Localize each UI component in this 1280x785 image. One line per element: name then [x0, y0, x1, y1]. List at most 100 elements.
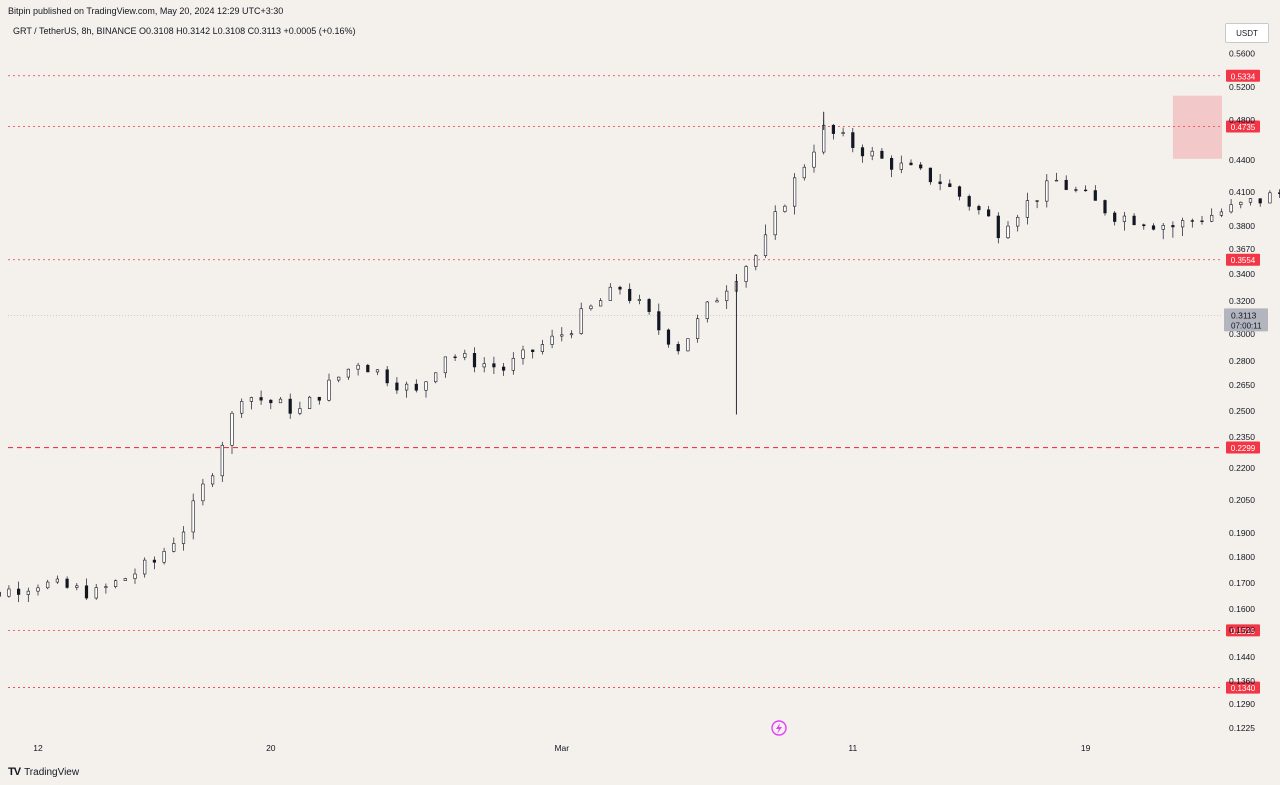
level-badge-label: 0.2299 — [1231, 444, 1256, 453]
candle-body — [540, 344, 544, 352]
candle-body — [851, 132, 855, 148]
price-tick-label: 0.4400 — [1229, 155, 1255, 165]
candle-body — [938, 181, 942, 185]
resistance-zone — [1172, 95, 1222, 159]
candle-body — [249, 397, 254, 402]
levels-layer — [8, 75, 1222, 688]
candle-body — [841, 132, 845, 134]
candle-body — [181, 531, 186, 544]
tradingview-logo-icon: TV — [8, 766, 21, 778]
price-tick-label: 0.1700 — [1229, 578, 1255, 588]
candle-body — [269, 399, 273, 404]
candle-body — [1161, 225, 1165, 230]
candle-body — [1074, 189, 1078, 191]
candle-body — [84, 585, 89, 599]
candle-body — [46, 581, 50, 589]
candle-body — [1006, 225, 1010, 239]
candle-body — [472, 353, 477, 368]
candle-body — [65, 578, 69, 588]
level-badge-label: 0.1519 — [1231, 627, 1256, 636]
candle-body — [1190, 220, 1194, 222]
candle-body — [831, 124, 835, 134]
candle-body — [385, 369, 389, 384]
candle-body — [1016, 217, 1020, 227]
candle-body — [1035, 200, 1039, 202]
time-tick-label: 19 — [1081, 743, 1091, 753]
price-tick-label: 0.1520 — [1229, 625, 1255, 635]
candle-body — [550, 335, 554, 345]
price-tick-label: 0.3000 — [1229, 329, 1255, 339]
price-tick-label: 0.4100 — [1229, 187, 1255, 197]
candle-body — [104, 586, 108, 588]
candle-body — [26, 590, 30, 595]
candle-body — [482, 363, 486, 368]
candle-body — [715, 300, 719, 303]
candle-body — [919, 164, 923, 169]
candle-body — [1103, 200, 1107, 214]
candle-body — [579, 308, 583, 334]
candle-body — [230, 412, 234, 446]
candle-body — [327, 379, 331, 401]
candle-body — [162, 551, 166, 563]
candle-body — [666, 329, 671, 345]
time-axis: 1220Mar1119Apr1523May1321Jun1018Jul15 — [33, 743, 1091, 753]
price-tick-label: 0.1800 — [1229, 552, 1255, 562]
candle-body — [1181, 220, 1185, 228]
candle-body — [695, 318, 700, 339]
candle-body — [7, 588, 11, 597]
level-badge — [1226, 624, 1260, 637]
candle-body — [676, 344, 680, 352]
candle-body — [773, 211, 777, 236]
candle-body — [1229, 204, 1233, 213]
candle-body — [259, 397, 263, 401]
candle-body — [889, 158, 894, 170]
level-badge — [1226, 69, 1260, 82]
candle-body — [133, 573, 137, 579]
time-tick-label: Mar — [554, 743, 569, 753]
currency-unit-button[interactable]: USDT — [1225, 23, 1269, 43]
candle-body — [337, 376, 341, 381]
candle-body — [463, 353, 467, 358]
price-tick-label: 0.5200 — [1229, 82, 1255, 92]
candle-body — [414, 383, 418, 391]
candle-body — [1054, 179, 1059, 182]
candle-body — [278, 398, 283, 404]
lightning-icon[interactable] — [771, 720, 787, 736]
candle-body — [0, 591, 1, 597]
candle-body — [647, 299, 651, 312]
candle-body — [754, 255, 758, 267]
candle-body — [909, 162, 913, 166]
candle-body — [453, 356, 457, 358]
candle-body — [434, 372, 438, 383]
candle-body — [657, 311, 661, 331]
candle-body — [870, 150, 874, 157]
candle-body — [356, 364, 360, 370]
price-tick-label: 0.3200 — [1229, 296, 1255, 306]
candle-body — [928, 167, 932, 183]
time-tick-label: 20 — [266, 743, 276, 753]
candle-body — [996, 215, 1000, 239]
price-tick-label: 0.2200 — [1229, 463, 1255, 473]
candle-body — [531, 349, 535, 352]
price-tick-label: 0.1440 — [1229, 652, 1255, 662]
price-tick-label: 0.1225 — [1229, 723, 1255, 733]
candle-body — [492, 363, 496, 368]
candle-body — [1171, 225, 1175, 228]
current-price-label: 0.3113 — [1231, 310, 1257, 320]
candle-body — [589, 305, 593, 310]
symbol-ohlc-line: GRT / TetherUS, 8h, BINANCE O0.3108 H0.3… — [13, 26, 356, 36]
candle-body — [75, 585, 79, 588]
current-price-badge — [1224, 308, 1268, 332]
price-tick-label: 0.2500 — [1229, 406, 1255, 416]
candle-body — [211, 475, 215, 485]
candle-body — [1025, 200, 1029, 218]
candle-body — [792, 177, 797, 207]
candle-body — [608, 286, 612, 301]
candle-body — [288, 398, 292, 414]
candle-body — [812, 151, 816, 168]
candle-body — [763, 234, 768, 256]
candle-body — [628, 288, 632, 301]
price-tick-label: 0.1900 — [1229, 528, 1255, 538]
time-tick-label: 12 — [33, 743, 43, 753]
